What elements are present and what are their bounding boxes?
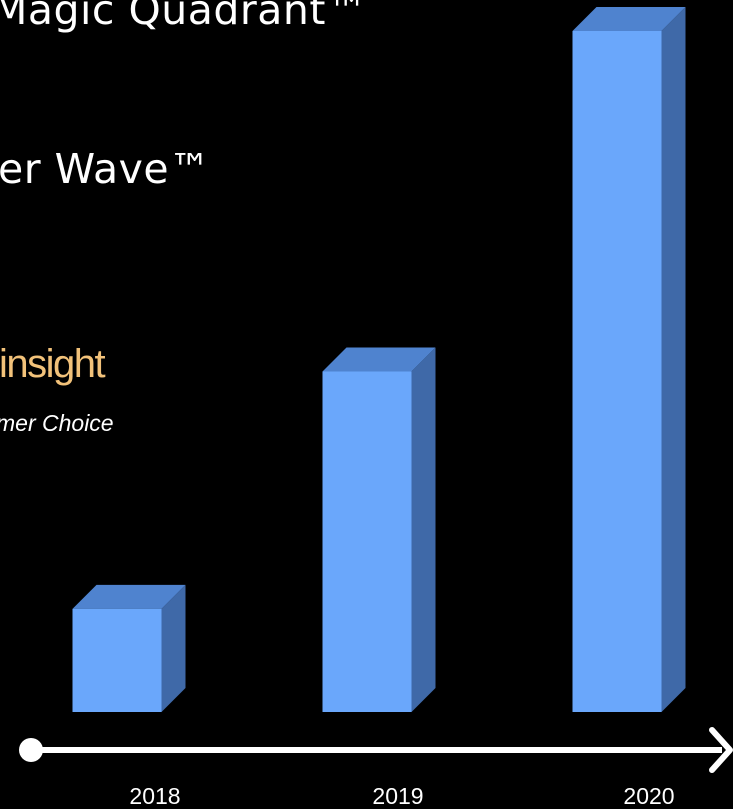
bar-2019 xyxy=(322,371,412,712)
insight-label: insight xyxy=(0,342,106,386)
bar-side-2019 xyxy=(411,347,436,712)
bar-side-2018 xyxy=(161,584,186,712)
x-tick-label-2019: 2019 xyxy=(372,783,423,809)
bar-side-2020 xyxy=(661,7,686,712)
bar-2018 xyxy=(72,608,162,712)
bar-top-2020 xyxy=(572,7,686,31)
magic-quadrant-heading: Magic Quadrant™ xyxy=(0,0,368,34)
x-tick-label-2018: 2018 xyxy=(129,783,180,809)
bar-2020 xyxy=(572,31,662,712)
customer-choice-label: mer Choice xyxy=(0,410,114,436)
wave-heading: er Wave™ xyxy=(0,145,211,193)
x-tick-label-2020: 2020 xyxy=(623,783,674,809)
bar-top-2019 xyxy=(322,347,436,372)
bar-top-2018 xyxy=(72,584,186,609)
axis-arrow-icon xyxy=(709,727,733,773)
axis-start-dot xyxy=(19,738,43,762)
